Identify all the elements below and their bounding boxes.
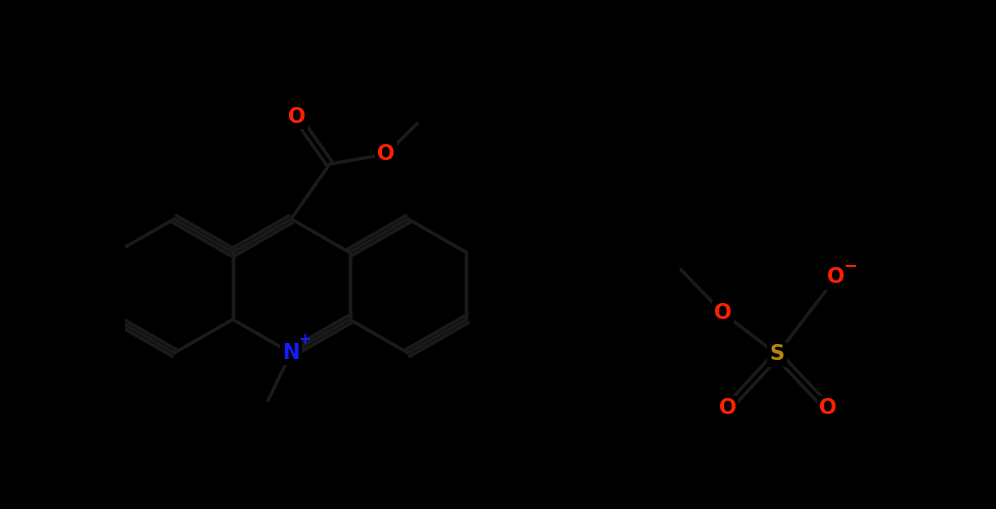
Text: N: N: [283, 343, 300, 363]
Text: O: O: [377, 144, 395, 164]
Text: +: +: [298, 332, 311, 347]
Text: −: −: [843, 256, 857, 274]
Text: O: O: [714, 303, 732, 323]
Text: O: O: [288, 107, 306, 127]
Text: S: S: [770, 345, 785, 364]
Text: O: O: [719, 399, 736, 418]
Text: O: O: [827, 267, 845, 288]
Text: O: O: [820, 399, 837, 418]
